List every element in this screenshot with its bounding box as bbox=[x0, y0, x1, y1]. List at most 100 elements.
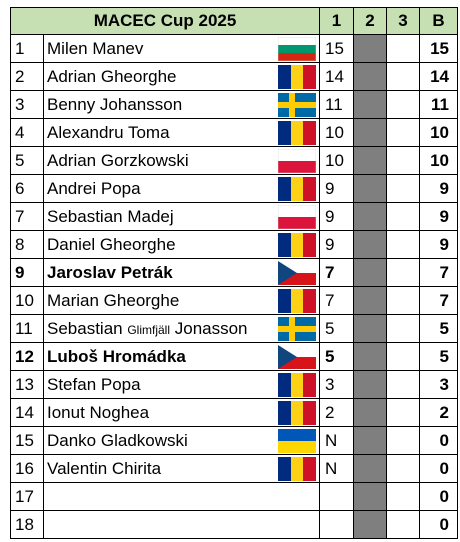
best-score: 0 bbox=[419, 454, 459, 483]
round-2-score bbox=[353, 258, 388, 287]
round-1-score: 7 bbox=[319, 286, 355, 315]
player-name-text: Milen Manev bbox=[47, 38, 144, 58]
best-score: 10 bbox=[419, 146, 459, 175]
table-row: 2 Adrian Gheorghe 14 14 bbox=[10, 62, 459, 91]
romania-flag-icon bbox=[278, 120, 317, 145]
player-name: Stefan Popa bbox=[43, 370, 276, 399]
player-name: Marian Gheorghe bbox=[43, 286, 276, 315]
round-3-score bbox=[386, 286, 421, 315]
flag-cell bbox=[275, 174, 321, 203]
player-name-text: Valentin Chirita bbox=[47, 458, 162, 478]
table-row: 10 Marian Gheorghe 7 7 bbox=[10, 286, 459, 315]
round-1-score: N bbox=[319, 426, 355, 455]
player-name: Jaroslav Petrák bbox=[43, 258, 276, 287]
round-1-score: 11 bbox=[319, 90, 355, 119]
table-row: 15 Danko Gladkowski N 0 bbox=[10, 426, 459, 455]
rank-cell: 5 bbox=[10, 146, 44, 175]
round-1-score: 5 bbox=[319, 342, 355, 371]
player-name-text: Andrei Popa bbox=[47, 178, 141, 198]
table-row: 13 Stefan Popa 3 3 bbox=[10, 370, 459, 399]
flag-cell bbox=[275, 118, 321, 147]
best-score: 15 bbox=[419, 34, 459, 63]
best-score: 0 bbox=[419, 426, 459, 455]
round-2-score bbox=[353, 398, 388, 427]
round-3-score bbox=[386, 230, 421, 259]
romania-flag-icon bbox=[278, 176, 317, 201]
round-1-score: 9 bbox=[319, 202, 355, 231]
player-name: Sebastian Madej bbox=[43, 202, 276, 231]
player-name-text: Jaroslav Petrák bbox=[47, 262, 173, 282]
round-2-score bbox=[353, 482, 388, 511]
round-2-score bbox=[353, 342, 388, 371]
table-row: 9 Jaroslav Petrák 7 7 bbox=[10, 258, 459, 287]
player-name-text: Daniel Gheorghe bbox=[47, 234, 176, 254]
round-2-score bbox=[353, 370, 388, 399]
romania-flag-icon bbox=[278, 456, 317, 481]
romania-flag-icon bbox=[278, 64, 317, 89]
table-row: 16 Valentin Chirita N 0 bbox=[10, 454, 459, 483]
flag-cell bbox=[275, 314, 321, 343]
flag-cell bbox=[275, 258, 321, 287]
round-1-score: 3 bbox=[319, 370, 355, 399]
best-score: 2 bbox=[419, 398, 459, 427]
ukraine-flag-icon bbox=[278, 428, 317, 453]
poland-flag-icon bbox=[278, 148, 317, 173]
table-row: 18 0 bbox=[10, 510, 459, 539]
player-name-text: Luboš Hromádka bbox=[47, 346, 186, 366]
flag-cell bbox=[275, 146, 321, 175]
rank-cell: 2 bbox=[10, 62, 44, 91]
rank-cell: 18 bbox=[10, 510, 44, 539]
round-2-score bbox=[353, 34, 388, 63]
round-3-score bbox=[386, 426, 421, 455]
romania-flag-icon bbox=[278, 400, 317, 425]
table-row: 1 Milen Manev 15 15 bbox=[10, 34, 459, 63]
best-score: 5 bbox=[419, 314, 459, 343]
player-name-text: Stefan Popa bbox=[47, 374, 141, 394]
player-name: Sebastian Glimfjäll Jonasson bbox=[43, 314, 276, 343]
round-1-score: 9 bbox=[319, 174, 355, 203]
rank-cell: 10 bbox=[10, 286, 44, 315]
table-row: 11 Sebastian Glimfjäll Jonasson 5 5 bbox=[10, 314, 459, 343]
player-name: Adrian Gheorghe bbox=[43, 62, 276, 91]
round-3-score bbox=[386, 118, 421, 147]
player-name bbox=[43, 510, 276, 539]
flag-cell bbox=[275, 62, 321, 91]
flag-cell bbox=[275, 482, 321, 511]
rank-cell: 1 bbox=[10, 34, 44, 63]
round-1-score: 9 bbox=[319, 230, 355, 259]
player-name: Milen Manev bbox=[43, 34, 276, 63]
round-3-score bbox=[386, 314, 421, 343]
round-1-score: 10 bbox=[319, 146, 355, 175]
round-1-score: 7 bbox=[319, 258, 355, 287]
best-score: 11 bbox=[419, 90, 459, 119]
czechia-flag-icon bbox=[278, 260, 317, 285]
player-name-text: Marian Gheorghe bbox=[47, 290, 180, 310]
round-1-header: 1 bbox=[319, 7, 355, 35]
player-name: Valentin Chirita bbox=[43, 454, 276, 483]
round-3-score bbox=[386, 62, 421, 91]
round-2-score bbox=[353, 174, 388, 203]
round-2-score bbox=[353, 230, 388, 259]
best-score: 0 bbox=[419, 482, 459, 511]
flag-cell bbox=[275, 202, 321, 231]
table-row: 7 Sebastian Madej 9 9 bbox=[10, 202, 459, 231]
sweden-flag-icon bbox=[278, 316, 317, 341]
player-middle-name: Glimfjäll bbox=[127, 322, 171, 337]
flag-cell bbox=[275, 34, 321, 63]
flag-cell bbox=[275, 90, 321, 119]
player-name: Ionut Noghea bbox=[43, 398, 276, 427]
round-3-score bbox=[386, 510, 421, 539]
romania-flag-icon bbox=[278, 288, 317, 313]
table-row: 3 Benny Johansson 11 11 bbox=[10, 90, 459, 119]
round-3-header: 3 bbox=[386, 7, 421, 35]
round-3-score bbox=[386, 398, 421, 427]
player-name: Adrian Gorzkowski bbox=[43, 146, 276, 175]
best-score: 3 bbox=[419, 370, 459, 399]
round-2-score bbox=[353, 90, 388, 119]
table-row: 8 Daniel Gheorghe 9 9 bbox=[10, 230, 459, 259]
player-name: Daniel Gheorghe bbox=[43, 230, 276, 259]
round-2-header: 2 bbox=[353, 7, 388, 35]
round-3-score bbox=[386, 370, 421, 399]
rank-cell: 13 bbox=[10, 370, 44, 399]
round-3-score bbox=[386, 174, 421, 203]
